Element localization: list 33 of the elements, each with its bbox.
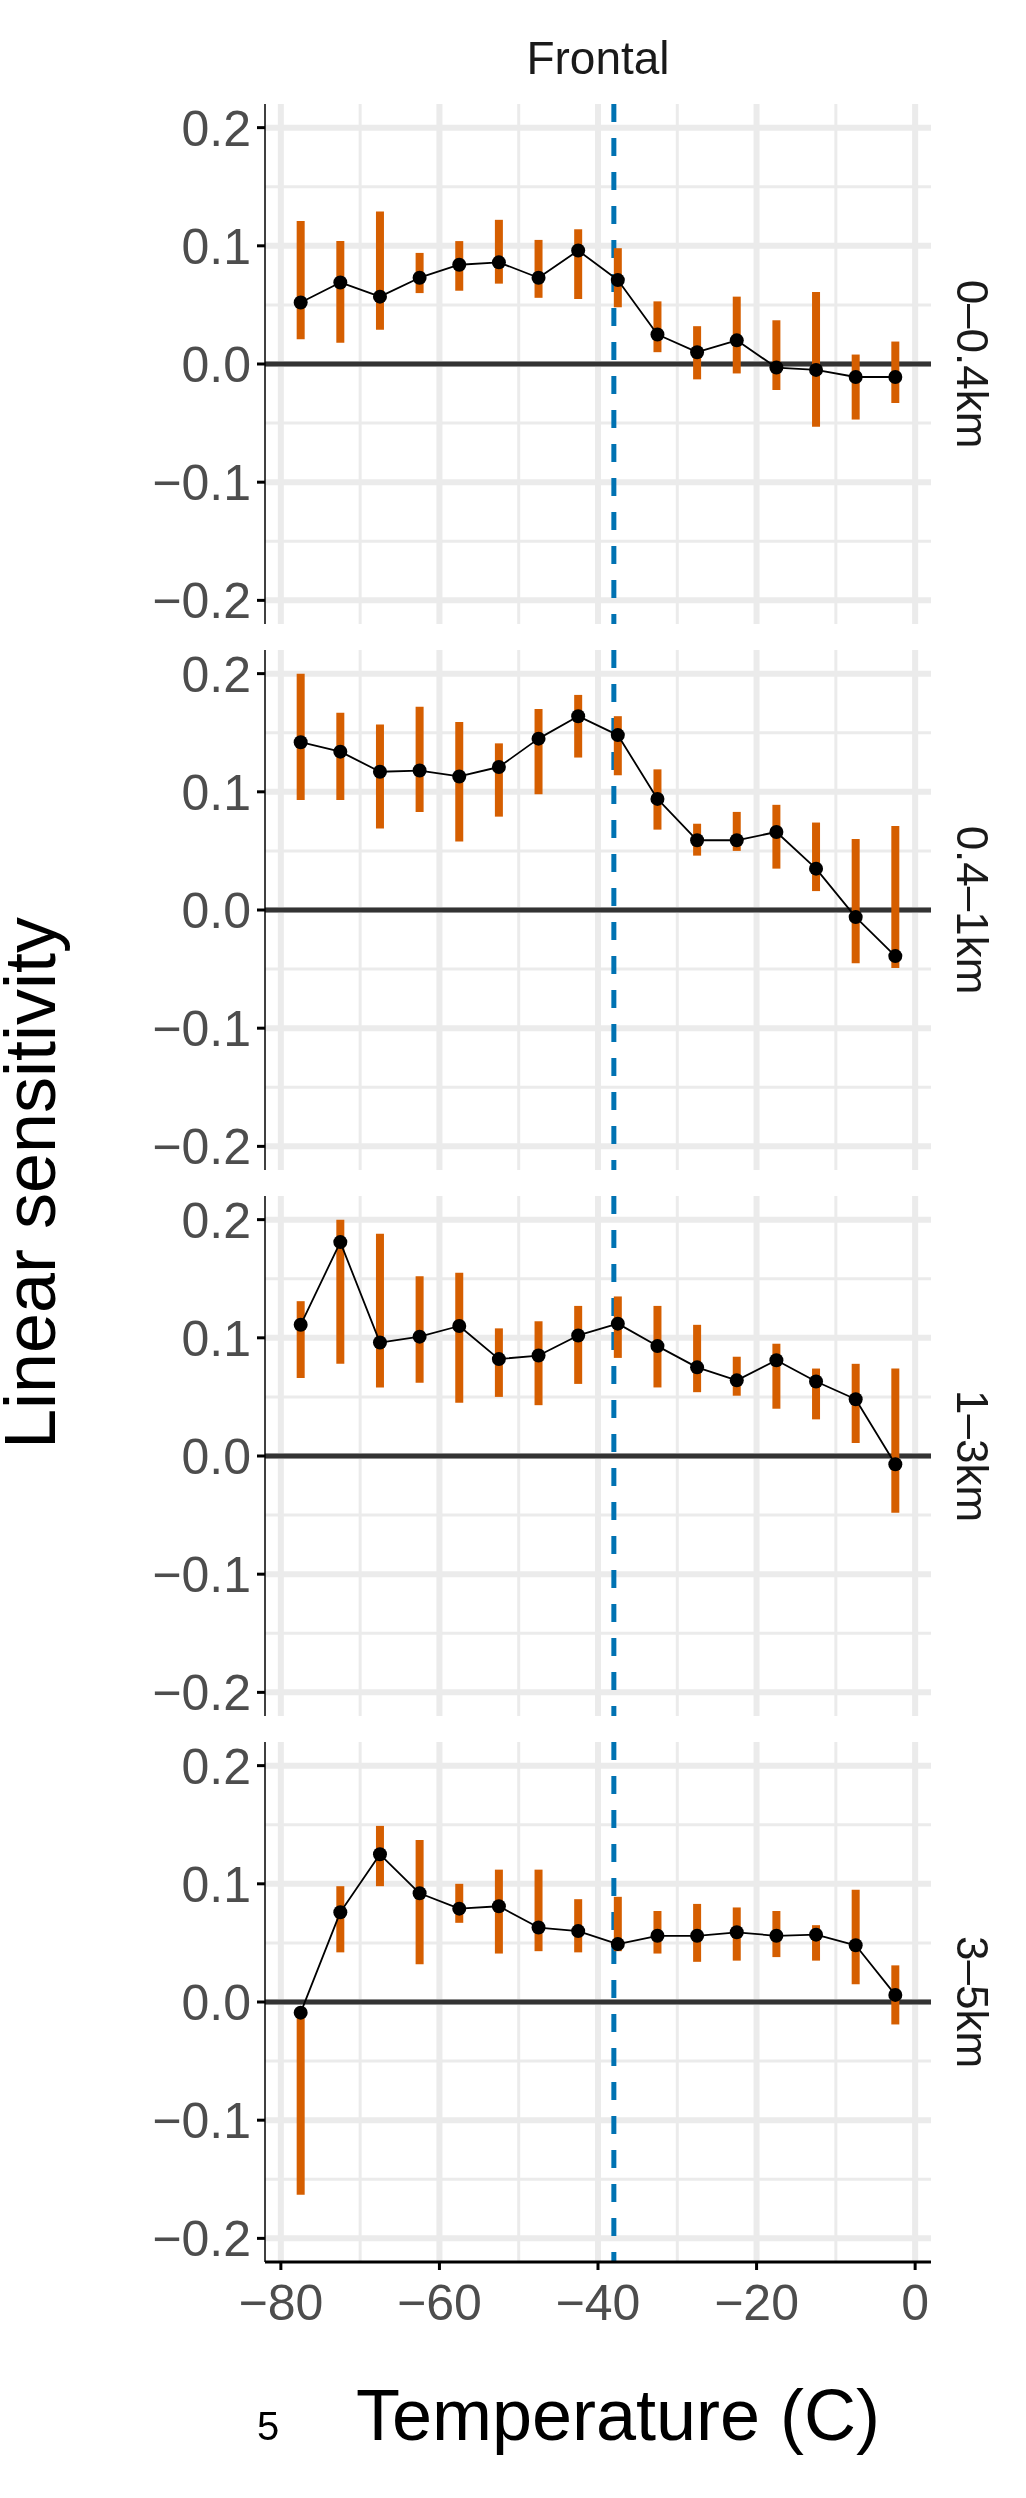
y-tick-label: −0.1 <box>152 455 251 512</box>
y-tick-label: −0.2 <box>152 2211 251 2268</box>
y-tick-label: 0.1 <box>181 1310 251 1367</box>
y-axis-title: Linear sensitivity <box>0 916 70 1450</box>
y-tick-label: 0.1 <box>181 764 251 821</box>
y-tick-label: 0.0 <box>181 1429 251 1485</box>
y-tick-label: 0.0 <box>181 337 251 393</box>
x-tick-label: −20 <box>714 2275 799 2331</box>
y-tick-label: −0.1 <box>152 1547 251 1604</box>
chart-title: Frontal <box>526 32 670 84</box>
y-tick-label: 0.2 <box>181 100 251 157</box>
text: 3–5km <box>948 1935 998 2069</box>
y-tick-label: 0.1 <box>181 218 251 275</box>
y-tick-label: 0.1 <box>181 1856 251 1913</box>
y-tick-label: −0.2 <box>152 1665 251 1722</box>
y-tick-label: −0.2 <box>152 573 251 630</box>
text: 1–3km <box>948 1389 998 1523</box>
x-tick-label: 0 <box>901 2275 930 2331</box>
y-tick-label: 0.2 <box>181 646 251 703</box>
y-tick-label: 0.2 <box>181 1738 251 1795</box>
y-tick-label: −0.1 <box>152 1001 251 1058</box>
x-axis-title: Temperature (C) <box>355 2375 881 2455</box>
y-tick-label: −0.2 <box>152 1119 251 1176</box>
y-tick-label: 0.2 <box>181 1192 251 1249</box>
text: 0–0.4km <box>948 279 998 449</box>
y-tick-label: 0.0 <box>181 1975 251 2031</box>
y-tick-label: 0.0 <box>181 883 251 939</box>
text: 0.4–1km <box>948 825 998 995</box>
text: 5 <box>256 2404 280 2448</box>
x-tick-label: −60 <box>397 2275 482 2331</box>
x-tick-label: −40 <box>555 2275 641 2331</box>
x-tick-label: −80 <box>238 2275 324 2331</box>
y-tick-label: −0.1 <box>152 2093 251 2150</box>
